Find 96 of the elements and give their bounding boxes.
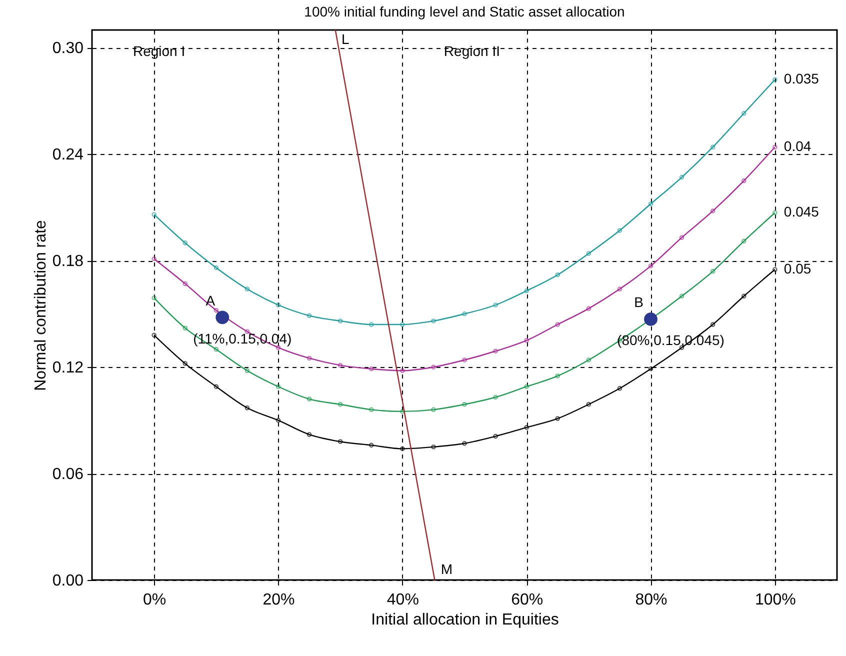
point (644, 312, 658, 326)
point (586, 306, 592, 311)
x-tick-label: 100% (754, 592, 796, 608)
point (369, 366, 374, 372)
point (306, 432, 312, 437)
point (586, 358, 592, 362)
y-tick-label: 0.06 (52, 466, 84, 484)
point (431, 364, 436, 370)
point (617, 386, 622, 391)
y-tick-label: 0.24 (52, 146, 84, 164)
point (369, 322, 374, 327)
point (400, 446, 405, 452)
point (710, 268, 716, 274)
point (306, 313, 312, 318)
point (555, 374, 560, 378)
point (369, 407, 374, 412)
y-tick-label: 0.00 (52, 572, 84, 590)
point (679, 235, 684, 240)
point (710, 144, 716, 150)
point (710, 322, 716, 327)
point (431, 318, 436, 324)
point (648, 202, 654, 206)
series-label: 0.05 (784, 260, 812, 277)
annotation: M (440, 561, 453, 577)
point (244, 286, 250, 292)
point (431, 444, 436, 450)
point (710, 208, 716, 214)
point (182, 240, 188, 246)
point (276, 418, 281, 423)
y-axis-title: Normal contribution rate (32, 220, 50, 391)
point (216, 310, 230, 324)
x-axis-title: Initial allocation in Equities (371, 612, 559, 628)
point (338, 362, 343, 368)
annotation: L (341, 31, 350, 47)
annotation: A (206, 292, 216, 308)
point (679, 174, 684, 180)
point (524, 288, 529, 294)
point (493, 394, 498, 400)
point (742, 294, 746, 298)
x-tick-label: 20% (262, 592, 295, 608)
series-label: 0.035 (784, 70, 820, 87)
point (369, 442, 374, 448)
chart-title: 100% initial funding level and Static asset allocation (304, 3, 625, 20)
x-tick-label: 40% (386, 592, 419, 608)
point (524, 425, 529, 430)
point (214, 384, 219, 389)
point (742, 238, 746, 244)
point (493, 434, 498, 439)
point (182, 361, 188, 366)
point (586, 402, 592, 407)
point (400, 409, 405, 414)
x-tick-label: 60% (511, 592, 544, 608)
point (555, 322, 560, 327)
point (244, 368, 250, 374)
point (555, 416, 560, 421)
x-tick-label: 0% (143, 592, 166, 608)
point (462, 312, 467, 316)
point (306, 356, 312, 361)
point (182, 281, 188, 286)
y-tick-label: 0.18 (52, 253, 84, 270)
series-label: 0.045 (784, 204, 820, 220)
point (648, 366, 654, 372)
point (462, 402, 467, 407)
point (524, 338, 529, 343)
point (462, 441, 467, 446)
point (431, 407, 436, 412)
point (555, 272, 560, 278)
point (742, 178, 746, 184)
point (214, 308, 219, 313)
point (338, 402, 343, 407)
point (214, 265, 219, 270)
annotation: B (634, 294, 644, 310)
point (462, 358, 467, 362)
point (214, 346, 219, 352)
point (493, 348, 498, 354)
point (276, 384, 281, 389)
point (524, 384, 529, 389)
point (306, 396, 312, 402)
y-tick-label: 0.30 (52, 40, 84, 58)
point (679, 294, 684, 298)
x-tick-label: 80% (635, 592, 668, 608)
point (586, 251, 592, 256)
point (493, 302, 498, 308)
point (338, 318, 343, 324)
series-label: 0.04 (784, 138, 812, 154)
point (276, 302, 281, 308)
point (617, 228, 622, 233)
y-tick-label: 0.12 (52, 360, 84, 377)
point (244, 406, 250, 410)
point (742, 111, 746, 116)
point (617, 286, 622, 292)
point (400, 368, 405, 374)
point (400, 322, 405, 327)
point (648, 264, 654, 268)
point (182, 326, 188, 330)
point (338, 439, 343, 444)
